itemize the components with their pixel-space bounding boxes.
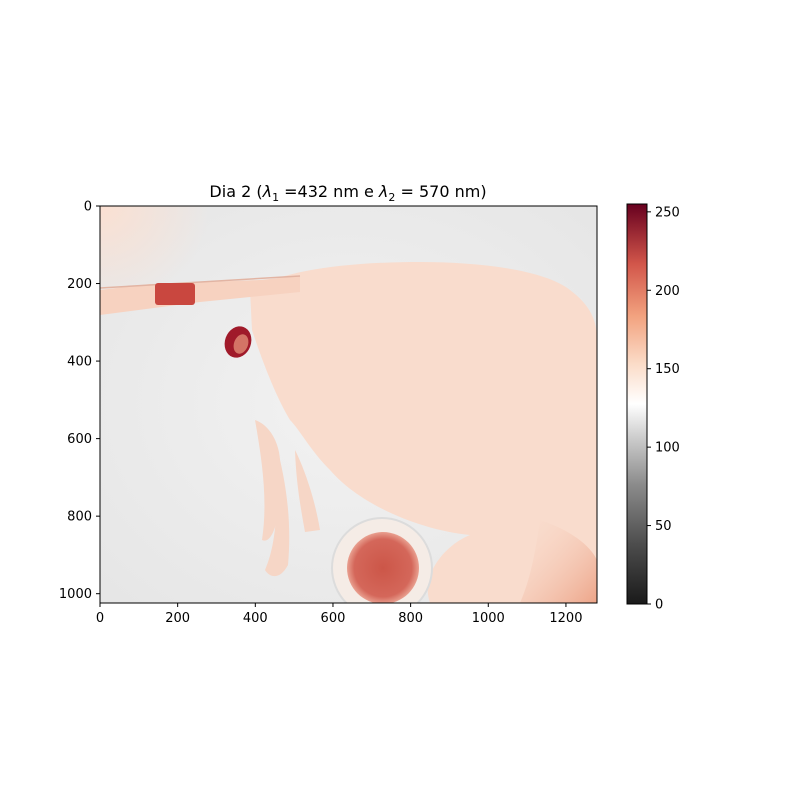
x-tick: 1200: [549, 603, 582, 626]
x-tick-label: 800: [398, 611, 423, 626]
y-axis: 0 200 400 600 800 1000: [59, 200, 100, 602]
colorbar-tick-label: 250: [655, 205, 680, 220]
y-tick: 200: [67, 277, 100, 292]
heatmap-image: [100, 206, 597, 603]
region-leg-3: [295, 450, 320, 532]
colorbar-tick: 200: [647, 284, 680, 299]
y-tick-label: 400: [67, 355, 92, 370]
y-tick: 0: [84, 200, 100, 215]
x-tick: 200: [165, 603, 190, 626]
colorbar-tick-label: 150: [655, 362, 680, 377]
x-tick: 800: [398, 603, 423, 626]
y-tick-label: 600: [67, 432, 92, 447]
x-tick: 0: [96, 603, 104, 626]
y-tick: 1000: [59, 587, 100, 602]
x-tick: 1000: [472, 603, 505, 626]
y-tick-label: 800: [67, 510, 92, 525]
y-tick-label: 0: [84, 200, 92, 215]
colorbar-tick: 0: [647, 598, 663, 613]
x-tick-label: 1000: [472, 611, 505, 626]
colorbar-tick-label: 0: [655, 598, 663, 613]
colorbar: [626, 203, 648, 605]
region-round-spot: [347, 532, 419, 603]
x-tick-label: 600: [321, 611, 346, 626]
x-tick-label: 0: [96, 611, 104, 626]
colorbar-tick-label: 50: [655, 519, 672, 534]
region-leg-2: [265, 440, 290, 577]
colorbar-tick: 50: [647, 519, 672, 534]
colorbar-tick-label: 200: [655, 284, 680, 299]
region-body: [250, 262, 597, 603]
y-tick: 800: [67, 510, 100, 525]
colorbar-axis: 0 50 100 150 200 250: [647, 205, 680, 613]
x-axis: 0 200 400 600 800 1000 1200: [96, 603, 582, 626]
x-tick: 600: [321, 603, 346, 626]
colorbar-tick: 100: [647, 441, 680, 456]
region-leg-1: [255, 420, 281, 541]
y-tick-label: 200: [67, 277, 92, 292]
region-tube-spot: [155, 283, 195, 305]
x-tick-label: 200: [165, 611, 190, 626]
y-tick: 600: [67, 432, 100, 447]
colorbar-tick: 250: [647, 205, 680, 220]
x-tick-label: 1200: [549, 611, 582, 626]
x-tick-label: 400: [243, 611, 268, 626]
chart-title: Dia 2 (λ1 =432 nm e λ2 = 570 nm): [209, 182, 486, 204]
axes-frame: [99, 205, 598, 604]
region-lower-right: [520, 520, 597, 603]
y-tick: 400: [67, 355, 100, 370]
colorbar-tick: 150: [647, 362, 680, 377]
x-tick: 400: [243, 603, 268, 626]
y-tick-label: 1000: [59, 587, 92, 602]
colorbar-tick-label: 100: [655, 441, 680, 456]
